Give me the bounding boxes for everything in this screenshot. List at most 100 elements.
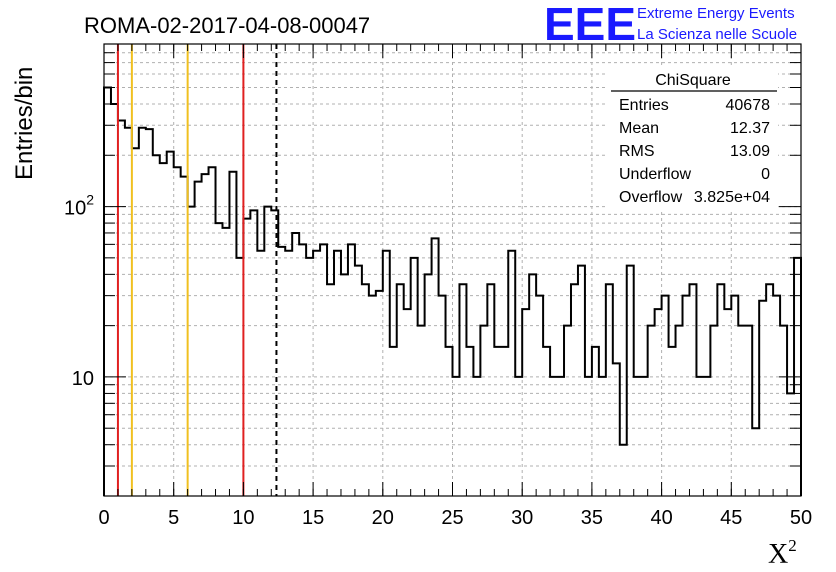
histogram-bin [404,309,411,496]
histogram-bin [439,296,446,496]
x-tick-label: 50 [790,507,812,529]
axis-ticks [103,43,802,497]
histogram-bin [285,251,292,496]
y-axis-label: Entries/bin [11,67,38,180]
histogram-bin [557,377,564,496]
histogram-bin [578,266,585,496]
x-tick-label: 35 [581,507,603,529]
histogram-bin [278,247,285,496]
histogram-bin [174,167,181,496]
histogram-bin [411,258,418,496]
x-tick-label: 5 [168,507,179,529]
histogram-bin [153,155,160,496]
histogram-bin [118,121,125,496]
stats-title: ChiSquare [655,72,731,89]
histogram-bin [236,258,243,496]
histogram-bin [752,428,759,496]
histogram-bin [243,219,250,496]
logo-line-2: La Scienza nelle Scuole [637,26,797,43]
histogram-bin [738,326,745,496]
x-tick-label: 15 [302,507,324,529]
logo-mark: EEE [544,0,636,50]
histogram-bin [111,104,118,496]
stats-label-entries: Entries [619,97,669,114]
histogram-bin [425,274,432,496]
histogram-bin [383,251,390,496]
stats-label-mean: Mean [619,120,659,137]
stats-value-mean: 12.37 [730,120,770,137]
histogram-bin [167,152,174,496]
histogram-bin [418,326,425,496]
x-tick-labels: 0 5 10 15 20 25 30 35 40 45 50 [98,507,812,529]
histogram-bin [376,291,383,496]
stats-label-overflow: Overflow [619,189,683,206]
histogram-bin [745,326,752,496]
histogram-bin [620,445,627,496]
y-tick-label: 10 [72,368,94,390]
histogram-bin [334,251,341,496]
histogram-bin [543,347,550,496]
histogram-bin [369,296,376,496]
x-tick-label: 25 [441,507,463,529]
histogram-bin [585,377,592,496]
histogram-outline [103,86,802,496]
y-tick-label: 102 [64,192,94,220]
histogram-bin [397,284,404,496]
x-tick-label: 0 [98,507,109,529]
histogram-bin [466,347,473,496]
histogram-bin [222,228,229,496]
logo-line-1: Extreme Energy Events [637,5,795,22]
eee-logo: EEE Extreme Energy Events La Scienza nel… [544,0,797,50]
histogram-bin [641,377,648,496]
histogram-bin [571,284,578,496]
histogram-bin [229,172,236,496]
x-tick-label: 30 [511,507,533,529]
histogram-bin [132,148,139,496]
threshold-lines [116,44,278,496]
histogram-bin [662,296,669,496]
histogram-bin [195,182,202,496]
histogram-bin [104,87,111,496]
histogram-bin [508,251,515,496]
chart-title: ROMA-02-2017-04-08-00047 [84,13,370,38]
histogram-bin [146,129,153,496]
histogram-bin [473,377,480,496]
histogram-bin [292,233,299,496]
histogram-bin [216,223,223,496]
histogram-bin [480,326,487,496]
x-tick-label: 40 [650,507,672,529]
histogram-bin [536,296,543,496]
histogram-bin [655,309,662,496]
histogram-bin [731,296,738,496]
histogram-bin [592,347,599,496]
histogram-bin [696,377,703,496]
histogram-bin [432,238,439,496]
histogram-bin [759,301,766,496]
histogram-bin [724,309,731,496]
histogram-bin [773,296,780,496]
histogram-bin [355,266,362,496]
stats-value-rms: 13.09 [730,143,770,160]
histogram-bin [257,251,264,496]
x-axis-label: Χ2 [768,536,797,570]
histogram-bin [717,284,724,496]
histogram-bin [648,326,655,496]
stats-value-entries: 40678 [726,97,771,114]
histogram-bin [209,167,216,496]
histogram-bin [703,377,710,496]
histogram-bin [446,347,453,496]
histogram-bin [689,284,696,496]
histogram-bin [766,284,773,496]
x-axis-label-base: Χ [768,539,788,570]
histogram-bin [710,326,717,496]
histogram-bin [529,274,536,496]
histogram-bin [341,274,348,496]
histogram-bin [606,284,613,496]
histogram-bin [494,347,501,496]
histogram-bin [125,128,132,496]
histogram-bin [550,377,557,496]
histogram-bin [188,207,195,496]
histogram-bin [348,244,355,496]
histogram-bin [313,251,320,496]
histogram-bin [306,258,313,496]
